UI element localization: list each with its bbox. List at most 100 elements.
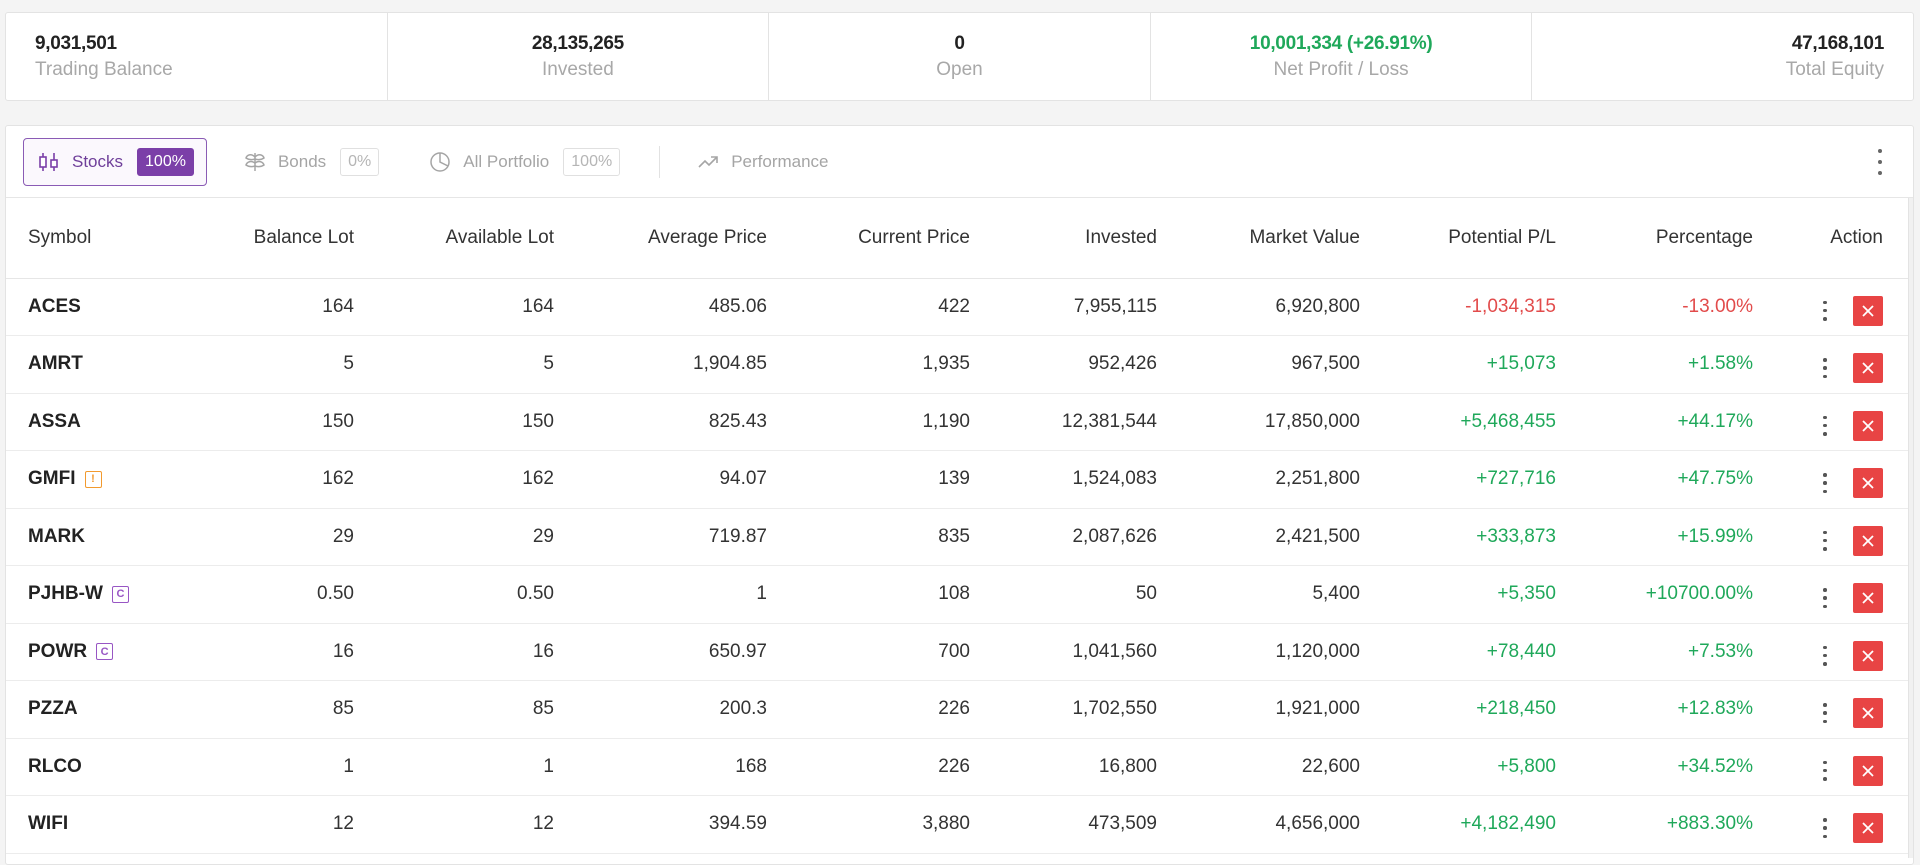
close-position-button[interactable] <box>1853 468 1883 498</box>
symbol-cell[interactable]: WIFI <box>6 795 186 854</box>
summary-stat-value: 10,001,334 (+26.91%) <box>1249 32 1433 54</box>
symbol-cell[interactable]: ASSA <box>6 393 186 451</box>
available-lot-cell: 5 <box>354 335 554 394</box>
row-menu-icon[interactable] <box>1819 703 1831 723</box>
percentage-cell: +883.30% <box>1556 795 1753 854</box>
header-available-lot[interactable]: Available Lot <box>354 198 554 279</box>
header-percentage[interactable]: Percentage <box>1556 198 1753 279</box>
row-menu-icon[interactable] <box>1819 818 1831 838</box>
warning-badge[interactable]: ! <box>84 470 102 488</box>
close-icon <box>1862 764 1874 777</box>
symbol-cell[interactable]: AMRT <box>6 335 186 394</box>
close-position-button[interactable] <box>1853 353 1883 383</box>
symbol-cell[interactable]: PJHB-W C <box>6 565 186 624</box>
table-row[interactable]: POWR C 16 16 650.97 700 1,041,560 1,120,000 +78,… <box>6 623 1910 681</box>
average-price-cell: 485.06 <box>554 278 767 336</box>
corporate-action-badge[interactable]: C <box>111 585 129 603</box>
header-market-value[interactable]: Market Value <box>1157 198 1360 279</box>
symbol-text: POWR <box>28 640 88 662</box>
table-row[interactable]: PJHB-W C 0.50 0.50 1 108 50 5,400 +5,350 +10700.0… <box>6 565 1910 624</box>
header-balance-lot[interactable]: Balance Lot <box>186 198 354 279</box>
vertical-scrollbar[interactable] <box>1908 198 1913 858</box>
action-cell <box>1753 680 1910 739</box>
balance-lot-cell: 29 <box>186 508 354 566</box>
table-row[interactable]: ACES 164 164 485.06 422 7,955,115 6,920,800 -1,… <box>6 278 1910 336</box>
close-position-button[interactable] <box>1853 698 1883 728</box>
average-price-cell: 719.87 <box>554 508 767 566</box>
row-menu-icon[interactable] <box>1819 473 1831 493</box>
market-value-cell: 967,500 <box>1157 335 1360 394</box>
percentage-cell: +15.99% <box>1556 508 1753 566</box>
invested-cell: 1,041,560 <box>970 623 1157 681</box>
row-menu-icon[interactable] <box>1819 358 1831 378</box>
invested-cell: 952,426 <box>970 335 1157 394</box>
current-price-cell: 1,190 <box>767 393 970 451</box>
symbol-cell[interactable]: PZZA <box>6 680 186 739</box>
close-icon <box>1862 362 1874 374</box>
current-price-cell: 700 <box>767 623 970 681</box>
close-position-button[interactable] <box>1853 295 1883 326</box>
tab-performance[interactable]: Performance <box>682 138 841 186</box>
header-average-price[interactable]: Average Price <box>554 198 767 279</box>
close-position-button[interactable] <box>1853 410 1883 441</box>
table-row[interactable]: MARK 29 29 719.87 835 2,087,626 2,421,500 +333,… <box>6 508 1910 566</box>
symbol-cell[interactable]: POWR C <box>6 623 186 681</box>
row-menu-icon[interactable] <box>1819 588 1831 608</box>
available-lot-cell: 29 <box>354 508 554 566</box>
market-value-cell: 2,251,800 <box>1157 450 1360 509</box>
balance-lot-cell: 5 <box>186 335 354 394</box>
portfolio-toolbar: Stocks 100% Bonds 0% All Po <box>6 126 1913 198</box>
balance-lot-cell: 1 <box>186 738 354 796</box>
market-value-cell: 17,850,000 <box>1157 393 1360 451</box>
more-options-icon[interactable] <box>1874 146 1886 178</box>
potential-pl-cell: +5,800 <box>1360 738 1556 796</box>
symbol-cell[interactable]: RLCO <box>6 738 186 796</box>
symbol-cell[interactable]: ACES <box>6 278 186 336</box>
table-row[interactable]: AMRT 5 5 1,904.85 1,935 952,426 967,500 +15,073… <box>6 335 1910 394</box>
row-menu-icon[interactable] <box>1819 530 1831 551</box>
close-position-button[interactable] <box>1853 813 1883 843</box>
average-price-cell: 200.3 <box>554 680 767 739</box>
close-icon <box>1862 304 1874 317</box>
corporate-action-badge[interactable]: C <box>96 643 114 661</box>
available-lot-cell: 0.50 <box>354 565 554 624</box>
symbol-text: AMRT <box>28 353 83 375</box>
symbol-text: MARK <box>28 525 85 547</box>
table-row[interactable]: PZZA 85 85 200.3 226 1,702,550 1,921,000 +218,4… <box>6 680 1910 739</box>
market-value-cell: 2,421,500 <box>1157 508 1360 566</box>
table-row[interactable]: WIFI 12 12 394.59 3,880 473,509 4,656,000 +4,18… <box>6 795 1910 854</box>
header-invested[interactable]: Invested <box>970 198 1157 279</box>
row-menu-icon[interactable] <box>1819 300 1831 321</box>
invested-cell: 473,509 <box>970 795 1157 854</box>
table-row[interactable]: ASSA 150 150 825.43 1,190 12,381,544 17,850,00… <box>6 393 1910 451</box>
percentage-cell: +7.53% <box>1556 623 1753 681</box>
header-potential-pl[interactable]: Potential P/L <box>1360 198 1556 279</box>
close-position-button[interactable] <box>1853 525 1883 556</box>
potential-pl-cell: +15,073 <box>1360 335 1556 394</box>
close-position-button[interactable] <box>1853 755 1883 786</box>
tab-all-portfolio[interactable]: All Portfolio 100% <box>414 138 633 186</box>
tab-stocks[interactable]: Stocks 100% <box>23 137 207 186</box>
row-menu-icon[interactable] <box>1819 760 1831 781</box>
potential-pl-cell: +5,468,455 <box>1360 393 1556 451</box>
row-menu-icon[interactable] <box>1819 645 1831 666</box>
header-current-price[interactable]: Current Price <box>767 198 970 279</box>
available-lot-cell: 85 <box>354 680 554 739</box>
symbol-cell[interactable]: MARK <box>6 508 186 566</box>
percentage-cell: +10700.00% <box>1556 565 1753 624</box>
action-cell <box>1753 508 1910 566</box>
percentage-cell: +1.58% <box>1556 335 1753 394</box>
balance-lot-cell: 162 <box>186 450 354 509</box>
header-symbol[interactable]: Symbol <box>6 198 186 279</box>
close-position-button[interactable] <box>1853 640 1883 671</box>
table-row[interactable]: RLCO 1 1 168 226 16,800 22,600 +5,800 +34.52% <box>6 738 1910 796</box>
symbol-cell[interactable]: GMFI! <box>6 450 186 509</box>
tab-bonds[interactable]: Bonds 0% <box>229 138 392 186</box>
close-position-button[interactable] <box>1853 583 1883 613</box>
table-row[interactable]: GMFI! 162 162 94.07 139 1,524,083 2,251,800 +72… <box>6 450 1910 509</box>
row-menu-icon[interactable] <box>1819 415 1831 436</box>
potential-pl-cell: +727,716 <box>1360 450 1556 509</box>
summary-bar: 9,031,501 Trading Balance 28,135,265 Invest… <box>5 12 1914 101</box>
header-action: Action <box>1753 198 1910 279</box>
tab-performance-label: Performance <box>731 151 829 171</box>
